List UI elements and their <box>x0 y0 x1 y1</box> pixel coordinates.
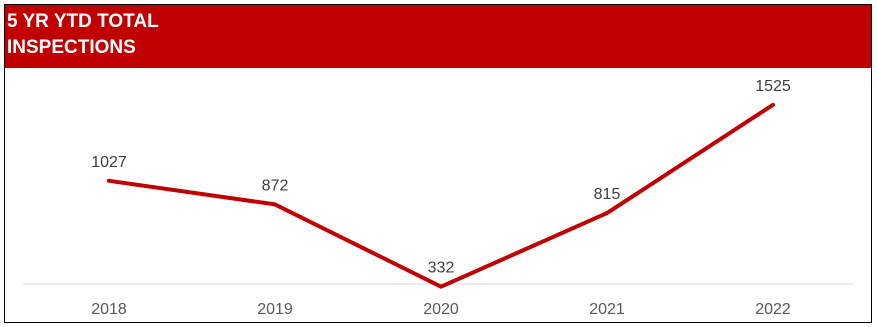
data-label: 1525 <box>755 78 791 95</box>
data-label: 1027 <box>91 154 127 171</box>
chart-header: 5 YR YTD TOTAL INSPECTIONS <box>5 5 871 68</box>
line-chart: 1027 872 332 815 1525 2018 2019 2020 2021 2022 <box>23 78 853 318</box>
chart-frame: 5 YR YTD TOTAL INSPECTIONS 1027 872 332 815… <box>4 4 872 323</box>
x-axis-ticks: 2018 2019 2020 2021 2022 <box>91 301 791 318</box>
x-tick-label: 2018 <box>91 301 127 318</box>
data-label: 332 <box>428 260 455 277</box>
chart-title: 5 YR YTD TOTAL INSPECTIONS <box>7 11 159 58</box>
data-labels: 1027 872 332 815 1525 <box>91 78 791 277</box>
x-tick-label: 2022 <box>755 301 791 318</box>
data-label: 815 <box>594 186 621 203</box>
series-inspections <box>107 102 775 289</box>
x-tick-label: 2020 <box>423 301 459 318</box>
series-line <box>107 102 775 289</box>
x-tick-label: 2021 <box>589 301 625 318</box>
data-label: 872 <box>262 177 289 194</box>
x-tick-label: 2019 <box>257 301 293 318</box>
